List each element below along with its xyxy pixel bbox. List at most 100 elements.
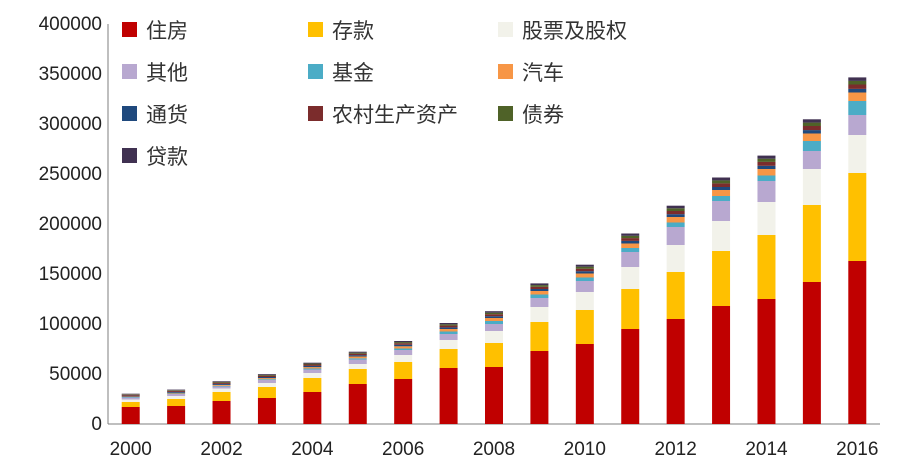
bar-segment	[848, 84, 867, 89]
bar-segment	[257, 383, 276, 387]
bar-segment	[666, 272, 685, 319]
bar-segment	[485, 316, 503, 318]
bar-segment	[394, 348, 413, 350]
x-tick-label: 2000	[110, 439, 152, 460]
bar-segment	[167, 390, 186, 391]
bar-segment	[167, 394, 186, 396]
legend-item: 农村生产资产	[308, 103, 458, 127]
bar-segment	[712, 177, 731, 181]
bar-segment	[757, 202, 776, 235]
bar-segment	[439, 329, 458, 332]
bar-segment	[212, 392, 231, 401]
legend-swatch	[308, 106, 323, 121]
legend-item: 贷款	[122, 145, 188, 169]
bar-segment	[121, 399, 140, 402]
x-tick-label: 2006	[382, 439, 424, 460]
bar-segment	[394, 343, 413, 345]
bar-segment	[757, 169, 776, 176]
bar-segment	[621, 329, 640, 424]
bar-segment	[757, 181, 776, 202]
bar-segment	[848, 88, 867, 93]
bar-segment	[303, 378, 322, 392]
bar-segment	[575, 344, 594, 424]
bar-segment	[439, 323, 458, 325]
legend-item: 股票及股权	[498, 19, 627, 43]
bar-segment	[485, 343, 503, 367]
bar-segment	[802, 169, 821, 205]
bar-segment	[666, 227, 685, 245]
bar-segment	[212, 381, 231, 382]
bar-segment	[757, 175, 776, 181]
y-tick-label: 350000	[39, 64, 102, 85]
x-tick-label: 2002	[200, 439, 242, 460]
bar-segment	[757, 158, 776, 162]
bar-segment	[802, 122, 821, 126]
bar-segment	[167, 390, 186, 392]
bar-segment	[439, 349, 458, 368]
bar-stack-2004	[303, 362, 322, 424]
x-tick-label: 2004	[291, 439, 334, 460]
bar-segment	[802, 130, 821, 134]
bar-stack-2015	[802, 119, 821, 424]
bar-segment	[575, 273, 594, 278]
bar-segment	[348, 359, 367, 364]
bar-segment	[485, 321, 503, 324]
legend-label: 汽车	[522, 61, 564, 85]
bar-segment	[394, 355, 413, 362]
bar-segment	[167, 391, 186, 393]
bar-stack-2007	[439, 323, 458, 424]
bar-segment	[530, 291, 549, 295]
bar-segment	[530, 283, 549, 286]
bar-segment	[575, 281, 594, 292]
bar-segment	[439, 368, 458, 424]
bar-segment	[121, 407, 140, 424]
bar-segment	[802, 205, 821, 282]
y-tick-label: 150000	[39, 264, 102, 285]
bar-stack-2011	[621, 233, 640, 424]
bar-segment	[167, 406, 186, 424]
bar-segment	[303, 362, 322, 364]
bar-stack-2013	[712, 177, 731, 424]
bar-segment	[303, 365, 322, 368]
bar-segment	[303, 392, 322, 424]
bar-segment	[121, 397, 140, 398]
bar-segment	[485, 314, 503, 317]
bar-stack-2009	[530, 283, 549, 424]
bar-segment	[848, 135, 867, 173]
x-tick-label: 2010	[564, 439, 606, 460]
bar-segment	[257, 374, 276, 375]
bar-segment	[666, 245, 685, 272]
legend-label: 债券	[522, 103, 564, 127]
bar-segment	[712, 201, 731, 221]
bar-segment	[485, 367, 503, 424]
bar-segment	[485, 311, 503, 313]
legend-item: 其他	[122, 61, 188, 85]
bar-segment	[257, 378, 276, 380]
legend-swatch	[122, 148, 137, 163]
bar-segment	[712, 183, 731, 187]
bar-segment	[530, 307, 549, 322]
bar-segment	[575, 271, 594, 274]
bar-segment	[121, 395, 140, 397]
bar-segment	[212, 383, 231, 385]
bar-segment	[394, 344, 413, 347]
bar-segment	[757, 165, 776, 169]
bar-segment	[167, 392, 186, 394]
legend-swatch	[122, 106, 137, 121]
bar-segment	[394, 346, 413, 349]
legend-label: 农村生产资产	[332, 103, 458, 127]
bar-segment	[303, 368, 322, 370]
bar-segment	[575, 292, 594, 310]
bar-segment	[848, 173, 867, 261]
bar-segment	[666, 319, 685, 424]
bar-segment	[621, 240, 640, 244]
bar-segment	[666, 214, 685, 217]
bar-segment	[348, 351, 367, 353]
bar-segment	[348, 352, 367, 354]
bar-segment	[303, 373, 322, 378]
legend-item: 存款	[308, 19, 374, 43]
bar-segment	[257, 375, 276, 377]
bar-segment	[167, 389, 186, 391]
bar-segment	[666, 205, 685, 209]
bar-stack-2005	[348, 351, 367, 424]
